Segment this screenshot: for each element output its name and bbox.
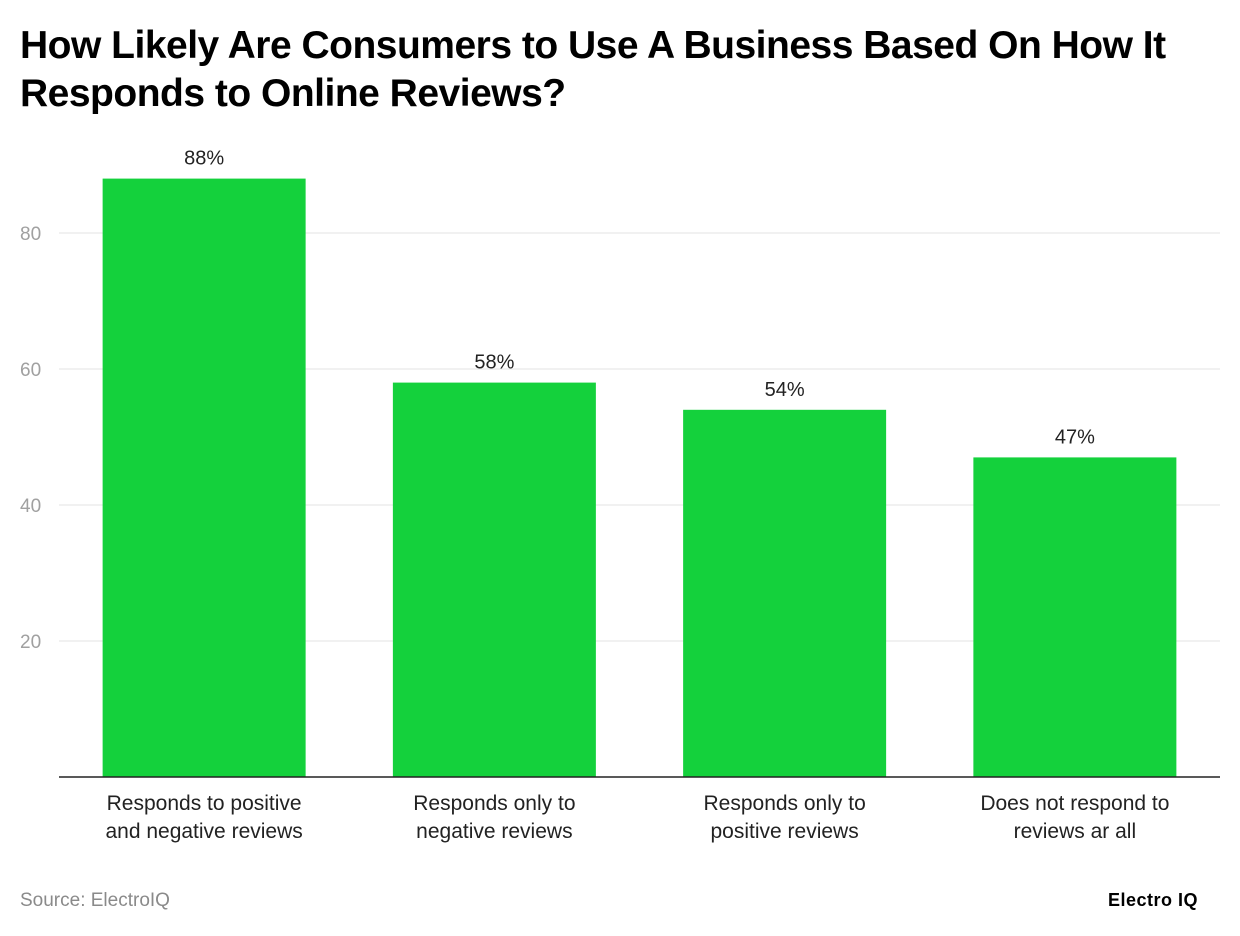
chart-title: How Likely Are Consumers to Use A Busine… [20, 24, 1166, 115]
x-category-label: positive reviews [711, 820, 859, 843]
x-category-label: negative reviews [416, 820, 572, 843]
x-category-label: reviews ar all [1014, 820, 1137, 843]
data-label: 58% [474, 352, 514, 374]
bar [392, 382, 596, 777]
y-tick-label: 40 [20, 496, 41, 517]
x-category-label: and negative reviews [105, 820, 302, 843]
electroiq-logo: Electro IQ [1108, 890, 1199, 910]
source-text: Source: ElectroIQ [20, 890, 170, 911]
data-label: 88% [184, 148, 224, 170]
y-tick-label: 60 [20, 360, 41, 381]
y-tick-label: 80 [20, 224, 41, 245]
x-category-label: Responds only to [413, 792, 575, 815]
bar [683, 409, 887, 777]
y-tick-label: 20 [20, 632, 41, 653]
x-category-label: Responds only to [703, 792, 865, 815]
bar [102, 178, 306, 778]
bar [973, 457, 1177, 777]
data-label: 47% [1055, 426, 1095, 448]
x-category-label: Does not respond to [980, 792, 1169, 815]
x-category-label: Responds to positive [107, 792, 302, 815]
data-label: 54% [765, 379, 805, 401]
